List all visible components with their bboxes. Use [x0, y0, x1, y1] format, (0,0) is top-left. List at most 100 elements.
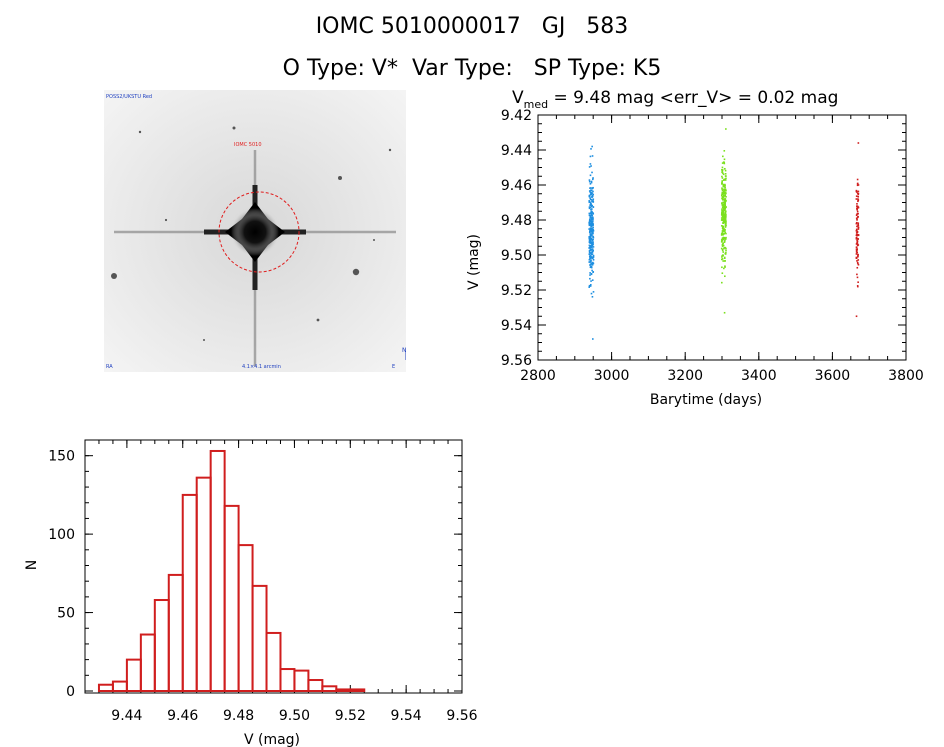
lc-ytick-label: 9.46	[501, 178, 532, 194]
lc-point	[857, 184, 860, 186]
lc-ytick-label: 9.50	[501, 248, 532, 264]
lc-point	[722, 210, 725, 212]
lc-point	[722, 161, 725, 163]
hist-ytick-label: 50	[57, 606, 75, 622]
lc-point	[856, 231, 859, 233]
lc-point	[724, 246, 727, 249]
lc-point	[722, 251, 725, 253]
hist-ytick-label: 0	[66, 684, 75, 700]
hist-bar	[139, 633, 156, 692]
light-curve-chart: Vmed = 9.48 mag <err_V> = 0.02 mag 2800 3…	[466, 88, 924, 408]
lc-point	[725, 177, 727, 180]
lc-point	[724, 253, 727, 255]
lc-point	[720, 224, 723, 227]
lc-point	[591, 224, 594, 227]
lc-point	[589, 285, 592, 287]
lc-point	[857, 222, 860, 224]
lc-point	[721, 192, 724, 194]
lc-point	[722, 189, 724, 191]
lc-point	[592, 226, 594, 229]
lc-point	[589, 246, 592, 248]
hist-xtick-label: 9.50	[279, 708, 310, 724]
lc-point	[721, 249, 724, 252]
lc-point	[855, 246, 858, 248]
lc-point	[724, 208, 726, 211]
lc-point	[856, 210, 859, 213]
lc-point	[857, 253, 859, 256]
lc-point	[722, 229, 724, 231]
lc-point	[724, 169, 727, 172]
lc-point	[720, 281, 723, 284]
lc-point	[590, 181, 593, 184]
lc-point	[591, 228, 593, 231]
lc-point	[592, 250, 594, 252]
lc-point	[857, 262, 859, 265]
lc-point	[590, 219, 593, 221]
lc-point	[588, 166, 591, 168]
lc-point	[722, 215, 725, 218]
lc-point	[722, 242, 724, 245]
lc-point	[590, 262, 593, 265]
lc-point	[722, 194, 725, 197]
lc-point	[591, 196, 594, 198]
lc-point	[589, 242, 591, 244]
lc-point	[725, 249, 727, 252]
lc-point	[857, 244, 860, 246]
lc-point	[590, 213, 593, 215]
lc-point	[857, 199, 859, 202]
lc-point	[589, 235, 592, 237]
lc-point	[724, 239, 726, 242]
lc-point	[723, 216, 726, 218]
lc-point	[721, 187, 723, 189]
lc-point	[725, 247, 727, 250]
lc-point	[721, 162, 724, 164]
lc-point	[855, 189, 858, 192]
lc-point	[588, 238, 591, 240]
lc-point	[724, 223, 727, 225]
lc-point	[588, 249, 591, 252]
lc-point	[721, 181, 723, 183]
lc-point	[590, 292, 593, 295]
lc-point	[588, 195, 591, 198]
lc-point	[589, 274, 591, 276]
lc-point	[590, 233, 592, 236]
hist-bar	[209, 449, 226, 693]
lc-point	[725, 206, 727, 208]
lc-point	[722, 205, 725, 208]
lc-point	[724, 189, 727, 192]
lc-point	[723, 246, 726, 249]
lc-point	[857, 198, 859, 200]
lc-point	[590, 258, 592, 260]
lc-point	[855, 228, 858, 231]
lc-point	[591, 192, 594, 194]
lc-point	[591, 217, 594, 220]
hist-bar	[167, 573, 184, 693]
lc-point	[722, 220, 725, 222]
lc-point	[589, 266, 592, 269]
lc-point	[855, 253, 858, 255]
lc-point	[722, 155, 724, 158]
lc-point	[589, 201, 592, 204]
north-label: N	[402, 347, 406, 354]
lc-point	[856, 184, 859, 187]
lc-point	[722, 244, 725, 247]
lc-point	[592, 177, 594, 179]
lc-point	[588, 239, 591, 242]
lc-point	[722, 254, 724, 257]
lc-point	[590, 205, 593, 208]
lc-point	[720, 247, 723, 250]
lc-point	[722, 199, 724, 201]
lc-point	[721, 204, 724, 207]
lc-point	[725, 196, 727, 198]
lc-point	[592, 241, 594, 243]
hist-xtick-label: 9.44	[111, 708, 142, 724]
lc-point	[722, 218, 725, 220]
lc-point	[589, 231, 591, 234]
lc-point	[723, 188, 725, 191]
east-label: E	[392, 364, 395, 370]
lc-point	[724, 204, 727, 207]
lc-point	[723, 178, 725, 181]
lc-point	[589, 218, 591, 220]
lc-point	[722, 183, 725, 186]
lc-point	[857, 195, 860, 198]
